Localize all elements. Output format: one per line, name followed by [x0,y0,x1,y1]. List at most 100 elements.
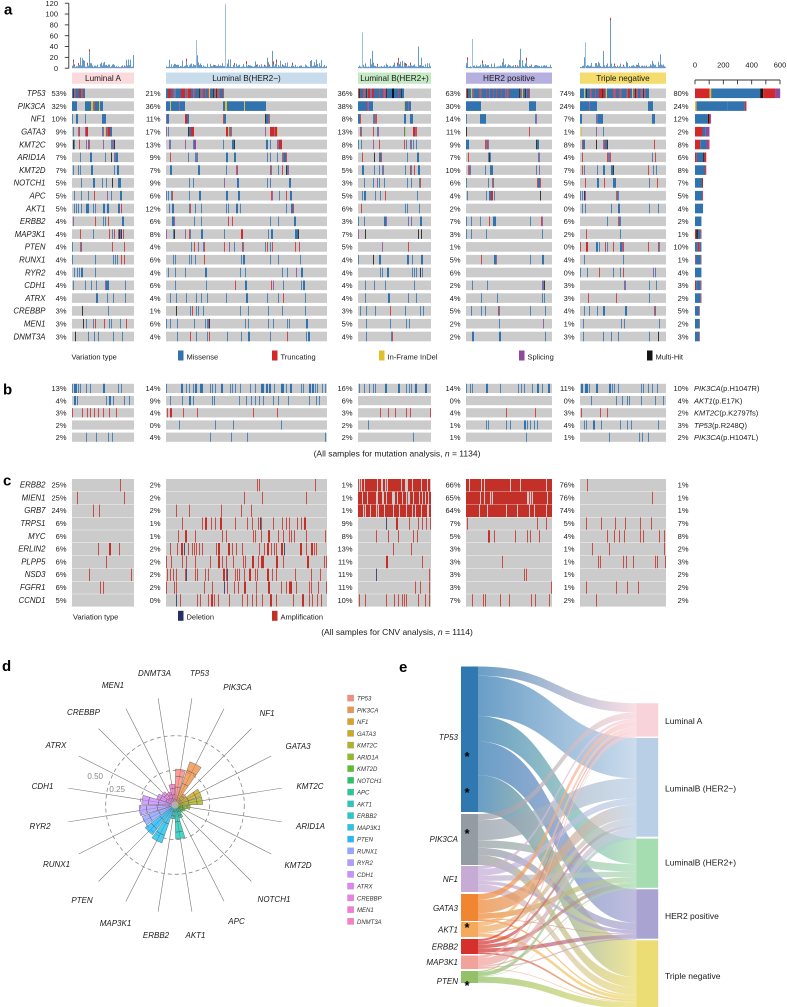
svg-text:6%: 6% [678,153,689,162]
svg-text:4%: 4% [678,396,689,405]
svg-text:PIK3CA: PIK3CA [357,708,378,714]
svg-text:12%: 12% [145,204,160,213]
svg-text:6%: 6% [450,179,461,188]
svg-text:11%: 11% [560,384,575,393]
svg-text:ERBB2: ERBB2 [20,481,46,490]
svg-text:5%: 5% [342,243,353,252]
svg-text:4%: 4% [450,409,461,418]
svg-text:7%: 7% [56,153,67,162]
svg-text:24%: 24% [51,506,66,515]
svg-text:38%: 38% [337,102,352,111]
svg-text:7%: 7% [678,519,689,528]
svg-text:Variation type: Variation type [73,613,118,622]
svg-text:7%: 7% [150,166,161,175]
svg-text:TP53: TP53 [27,89,46,98]
svg-text:Deletion: Deletion [187,613,215,622]
svg-text:2%: 2% [150,506,161,515]
svg-text:APC: APC [227,917,245,926]
svg-text:6%: 6% [56,545,67,554]
svg-text:32%: 32% [51,102,66,111]
svg-text:MAP3K1: MAP3K1 [357,826,381,832]
svg-text:3%: 3% [564,294,575,303]
svg-text:36%: 36% [337,89,352,98]
svg-text:11%: 11% [338,570,353,579]
svg-text:4%: 4% [56,256,67,265]
svg-text:CDH1: CDH1 [357,873,373,879]
svg-text:CREBBP: CREBBP [357,896,382,902]
svg-text:2%: 2% [678,545,689,554]
svg-text:4%: 4% [564,421,575,430]
svg-text:600: 600 [774,61,787,70]
svg-text:0%: 0% [564,268,575,277]
svg-text:TP53(p.R248Q): TP53(p.R248Q) [694,421,747,430]
svg-text:5%: 5% [342,320,353,329]
svg-text:MEN1: MEN1 [102,681,124,690]
svg-text:2%: 2% [450,281,461,290]
svg-text:NOTCH1: NOTCH1 [13,179,45,188]
svg-text:RUNX1: RUNX1 [357,849,377,855]
svg-text:LuminalB (HER2+): LuminalB (HER2+) [665,858,736,868]
svg-text:4%: 4% [342,281,353,290]
svg-text:13%: 13% [51,384,66,393]
svg-text:6%: 6% [150,192,161,201]
svg-text:21%: 21% [145,89,160,98]
svg-text:74%: 74% [559,506,574,515]
svg-text:3%: 3% [342,179,353,188]
svg-text:2%: 2% [678,320,689,329]
svg-text:3%: 3% [342,307,353,316]
svg-text:9%: 9% [56,140,67,149]
svg-text:8%: 8% [342,532,353,541]
svg-text:AKT1: AKT1 [184,931,205,940]
svg-text:PIK3CA: PIK3CA [18,102,46,111]
svg-text:2%: 2% [678,217,689,226]
svg-text:*: * [464,749,470,764]
svg-text:13%: 13% [145,140,160,149]
svg-text:25%: 25% [51,493,66,502]
svg-text:13%: 13% [337,128,352,137]
svg-text:6%: 6% [56,519,67,528]
svg-text:5%: 5% [450,532,461,541]
svg-text:1%: 1% [564,557,575,566]
svg-text:2%: 2% [564,230,575,239]
svg-text:7%: 7% [450,596,461,605]
svg-text:3%: 3% [56,332,67,341]
svg-text:PIK3CA(p.H1047R): PIK3CA(p.H1047R) [694,384,760,393]
svg-text:2%: 2% [678,433,689,442]
svg-text:MAP3K1: MAP3K1 [426,958,458,967]
svg-text:5%: 5% [342,166,353,175]
svg-text:1%: 1% [450,433,461,442]
svg-text:5%: 5% [56,192,67,201]
svg-text:Luminal B(HER2−): Luminal B(HER2−) [212,74,281,83]
svg-text:6%: 6% [56,532,67,541]
svg-text:ERBB2: ERBB2 [143,931,170,940]
svg-text:PIK3CA: PIK3CA [223,683,251,692]
svg-text:PIK3CA(p.H1047L): PIK3CA(p.H1047L) [694,433,759,442]
svg-text:ERBB2: ERBB2 [432,943,459,952]
svg-text:4%: 4% [564,532,575,541]
svg-text:3%: 3% [56,307,67,316]
svg-text:MYC: MYC [28,532,46,541]
svg-text:*: * [464,785,470,800]
svg-text:120: 120 [45,0,58,8]
svg-text:(All samples for mutation anal: (All samples for mutation analysis, n = … [314,449,481,459]
svg-text:MEN1: MEN1 [357,908,374,914]
svg-text:KMT2D: KMT2D [284,861,311,870]
svg-text:1%: 1% [678,256,689,265]
svg-text:NF1: NF1 [259,709,274,718]
svg-text:80%: 80% [673,89,688,98]
svg-text:RUNX1: RUNX1 [43,860,70,869]
svg-text:9%: 9% [450,140,461,149]
svg-text:4%: 4% [56,230,67,239]
svg-text:0: 0 [693,61,697,70]
svg-text:6%: 6% [342,204,353,213]
svg-text:1%: 1% [342,506,353,515]
svg-text:PTEN: PTEN [71,896,93,905]
svg-text:e: e [399,659,407,676]
svg-text:8%: 8% [564,140,575,149]
svg-text:8%: 8% [150,230,161,239]
svg-text:6%: 6% [150,217,161,226]
svg-text:4%: 4% [150,294,161,303]
svg-text:RYR2: RYR2 [25,268,46,277]
svg-text:30%: 30% [445,102,460,111]
svg-text:7%: 7% [678,179,689,188]
